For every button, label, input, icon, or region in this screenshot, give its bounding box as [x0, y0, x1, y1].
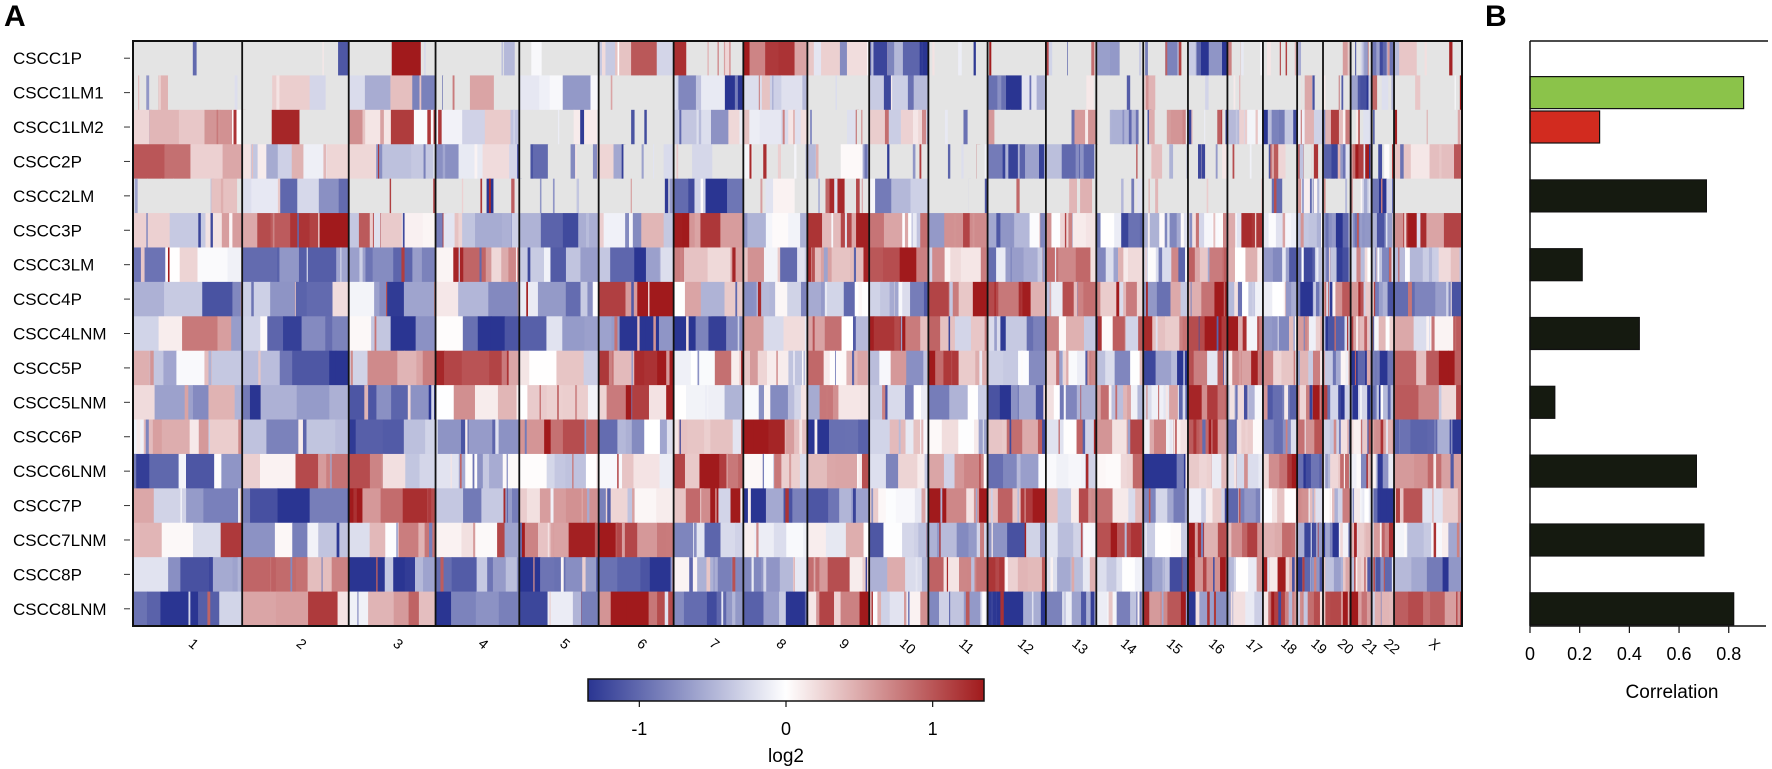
- colorbar-tick-label: 0: [781, 719, 791, 739]
- panel-b-letter: B: [1485, 0, 1507, 33]
- colorbar-tick-label: -1: [631, 719, 647, 739]
- correlation-bar: [1529, 75, 1745, 110]
- chromosome-label: 20: [1335, 635, 1357, 657]
- chromosome-label: 18: [1278, 635, 1300, 657]
- sample-labels: CSCC1P CSCC1LM1 CSCC1LM2 CSCC2P CSCC2LM CSCC3…: [13, 49, 130, 619]
- sample-label: CSCC5LNM: [13, 393, 107, 412]
- sample-label: CSCC3P: [13, 221, 82, 240]
- sample-label: CSCC2P: [13, 152, 82, 171]
- bar-chart-x-tick-label: 0.8: [1716, 644, 1741, 664]
- chromosome-label: 6: [634, 635, 650, 652]
- panel-a-letter: A: [4, 0, 26, 33]
- sample-label: CSCC2LM: [13, 187, 94, 206]
- correlation-bars: [1529, 75, 1745, 626]
- bar-chart-x-tick-label: 0.4: [1617, 644, 1642, 664]
- sample-label: CSCC3LM: [13, 256, 94, 275]
- chromosome-label: 7: [707, 635, 723, 652]
- chromosome-label: 15: [1164, 635, 1186, 657]
- chromosome-label: 3: [390, 635, 406, 652]
- chromosome-label: 2: [294, 635, 310, 652]
- correlation-bar-chart: 0 0.2 0.4 0.6 0.8 Correlation: [1525, 40, 1768, 703]
- cnv-heatmap: [132, 40, 1463, 627]
- correlation-bar: [1529, 248, 1583, 282]
- chromosome-label: 22: [1381, 635, 1403, 657]
- chromosome-label: 4: [475, 635, 491, 652]
- correlation-bar: [1529, 110, 1601, 144]
- chromosome-label: 14: [1118, 635, 1140, 657]
- chromosome-label: 9: [836, 635, 852, 652]
- colorbar-label: log2: [768, 746, 804, 767]
- sample-label: CSCC4LNM: [13, 325, 107, 344]
- correlation-bar: [1529, 454, 1697, 488]
- bar-chart-x-ticks: 0 0.2 0.4 0.6 0.8: [1525, 626, 1741, 664]
- correlation-bar: [1529, 592, 1735, 626]
- chromosome-label: 8: [773, 635, 789, 652]
- bar-chart-x-tick-label: 0.6: [1667, 644, 1692, 664]
- sample-label: CSCC6P: [13, 428, 82, 447]
- log2-colorbar: -1 0 1 log2: [587, 678, 985, 767]
- bar-chart-x-tick-label: 0.2: [1567, 644, 1592, 664]
- chromosome-labels: 1 2 3 4 5 6 7 8 9 10 11 12 13 14 15 16 17 18 19 20 21 22 X: [186, 635, 1444, 657]
- chromosome-label: 10: [897, 635, 919, 657]
- chromosome-label: 13: [1069, 635, 1091, 657]
- correlation-bar: [1529, 385, 1556, 419]
- chromosome-label: 11: [956, 635, 978, 657]
- heatmap-frame: [132, 40, 1463, 627]
- chromosome-label: 5: [557, 635, 573, 652]
- colorbar-ticks: -1 0 1: [631, 701, 938, 739]
- sample-label: CSCC1LM1: [13, 84, 104, 103]
- correlation-bar: [1529, 179, 1707, 213]
- colorbar-gradient: [587, 678, 985, 702]
- colorbar-tick-label: 1: [928, 719, 938, 739]
- sample-label: CSCC8LNM: [13, 600, 107, 619]
- sample-label: CSCC1LM2: [13, 118, 104, 137]
- chromosome-label: 19: [1308, 635, 1330, 657]
- sample-label: CSCC5P: [13, 359, 82, 378]
- sample-label: CSCC1P: [13, 49, 82, 68]
- correlation-bar: [1529, 316, 1640, 351]
- bar-chart-x-tick-label: 0: [1525, 644, 1535, 664]
- chromosome-label: 12: [1015, 635, 1037, 657]
- chromosome-label: 21: [1359, 635, 1381, 657]
- chromosome-label: X: [1426, 635, 1444, 654]
- sample-label: CSCC4P: [13, 290, 82, 309]
- sample-label: CSCC6LNM: [13, 462, 107, 481]
- sample-label: CSCC7P: [13, 497, 82, 516]
- sample-label: CSCC7LNM: [13, 531, 107, 550]
- chromosome-label: 17: [1243, 635, 1265, 657]
- chromosome-label: 16: [1206, 635, 1228, 657]
- correlation-bar: [1529, 523, 1705, 557]
- sample-label: CSCC8P: [13, 565, 82, 584]
- chromosome-dividers: [241, 41, 1395, 626]
- chromosome-label: 1: [186, 635, 202, 652]
- bar-chart-x-label: Correlation: [1626, 682, 1719, 703]
